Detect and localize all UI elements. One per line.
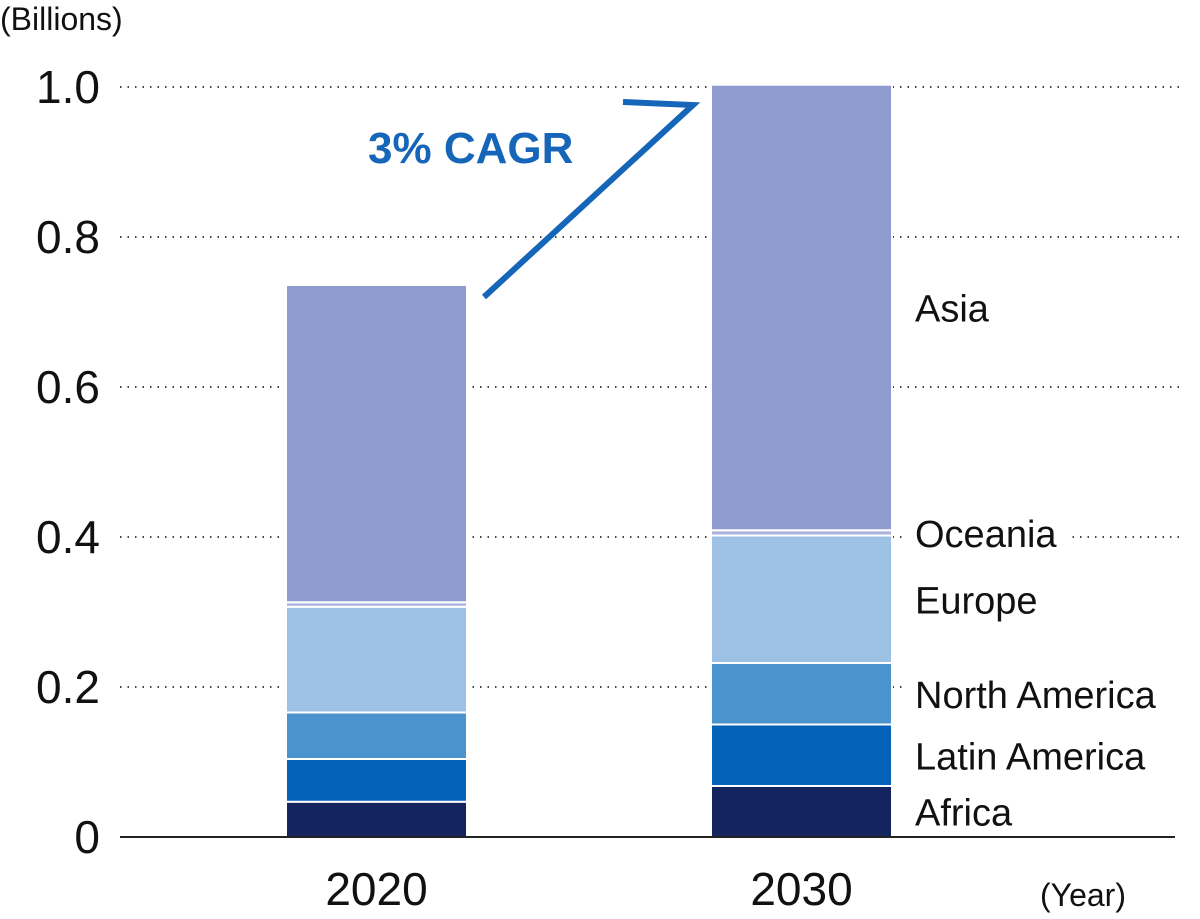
bar-segment <box>710 534 893 664</box>
bar-segment <box>710 83 893 532</box>
cagr-arrow <box>481 99 701 300</box>
bar-segment <box>710 662 893 726</box>
series-label: North America <box>915 675 1157 717</box>
series-label-backdrop <box>905 729 1180 778</box>
series-label: Asia <box>915 289 990 331</box>
x-unit-label: (Year) <box>1040 877 1126 913</box>
cagr-label: 3% CAGR <box>368 124 573 173</box>
y-tick-label: 1.0 <box>36 61 100 113</box>
series-label-backdrop <box>905 506 1071 555</box>
series-label-backdrop <box>905 281 1005 330</box>
y-tick-label: 0.8 <box>36 211 100 263</box>
series-label: Europe <box>915 580 1038 622</box>
bar-segment <box>285 711 468 760</box>
series-label: Oceania <box>915 514 1057 556</box>
bar-segment <box>285 605 468 714</box>
x-tick-label: 2020 <box>325 863 427 915</box>
bars <box>285 83 893 838</box>
series-label: Africa <box>915 793 1013 835</box>
y-tick-label: 0 <box>74 811 100 863</box>
x-tick-labels: 2020 2030 <box>325 863 852 915</box>
series-labels: Africa Latin America North America Europe Oc… <box>905 281 1180 835</box>
bar-segment <box>285 758 468 803</box>
y-tick-labels: 0 0.2 0.4 0.6 0.8 1.0 <box>36 61 100 863</box>
y-tick-label: 0.6 <box>36 361 100 413</box>
bar-segment <box>710 723 893 787</box>
y-tick-label: 0.2 <box>36 661 100 713</box>
series-label-backdrop <box>905 785 1049 834</box>
bar-segment <box>285 800 468 838</box>
y-unit-label: (Billions) <box>0 1 123 37</box>
bar-segment <box>710 785 893 838</box>
bar-segment <box>285 284 468 604</box>
x-tick-label: 2030 <box>750 863 852 915</box>
series-label: Latin America <box>915 736 1146 778</box>
y-tick-label: 0.4 <box>36 511 100 563</box>
series-label-backdrop <box>905 573 1049 622</box>
series-label-backdrop <box>905 667 1180 716</box>
